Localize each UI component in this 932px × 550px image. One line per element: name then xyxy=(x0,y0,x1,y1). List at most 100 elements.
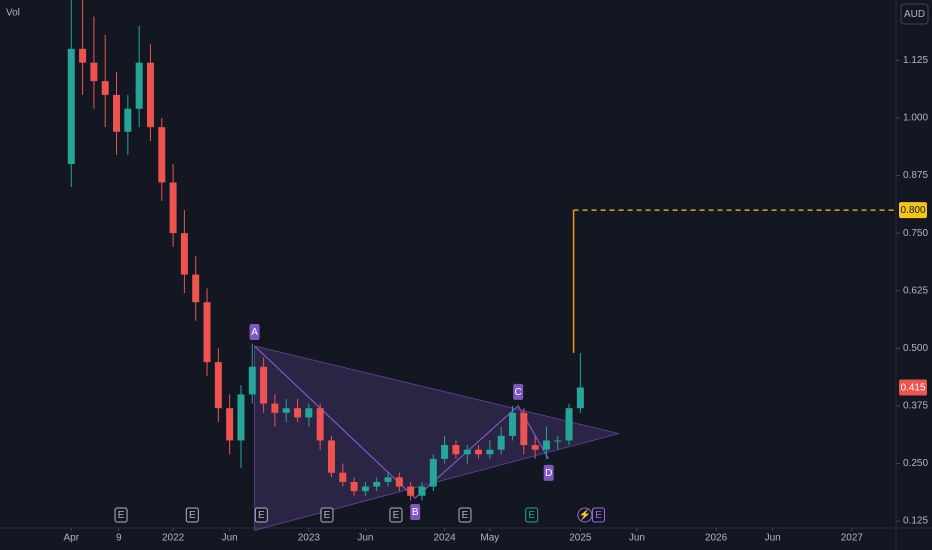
y-tick-label: 0.625 xyxy=(903,285,928,296)
x-tick-label: 9 xyxy=(116,533,122,544)
target-price-label: 0.800 xyxy=(900,205,925,216)
event-icon xyxy=(320,507,334,523)
pattern-point-badge xyxy=(513,383,524,400)
x-tick-label: Jun xyxy=(629,533,645,544)
candle-body xyxy=(508,412,516,436)
candle-body xyxy=(520,412,528,446)
candle-body xyxy=(101,81,109,95)
x-tick-label: 2025 xyxy=(569,533,592,544)
candle-body xyxy=(531,445,539,450)
candle-body xyxy=(418,486,426,496)
candle-body xyxy=(79,48,87,63)
currency-label[interactable]: AUD xyxy=(904,9,925,20)
candle-body xyxy=(67,48,75,165)
pattern-point-label: B xyxy=(412,507,419,518)
event-label[interactable]: E xyxy=(118,510,125,521)
candle-body xyxy=(554,440,562,442)
candle-body xyxy=(339,472,347,482)
y-tick-label: 1.000 xyxy=(903,113,928,124)
y-tick-label: 0.375 xyxy=(903,401,928,412)
event-label[interactable]: E xyxy=(393,510,400,521)
event-icon xyxy=(591,507,605,523)
candle-body xyxy=(294,408,302,418)
candle-body xyxy=(305,408,313,418)
candle-body xyxy=(316,408,324,441)
candle-body xyxy=(226,408,234,441)
x-tick-label: 2026 xyxy=(705,533,728,544)
candle-body xyxy=(113,94,121,132)
candle-body xyxy=(452,445,460,455)
event-icon xyxy=(254,507,268,523)
event-label[interactable]: E xyxy=(324,510,331,521)
x-tick-label: 2024 xyxy=(433,533,456,544)
event-label[interactable]: E xyxy=(528,510,535,521)
x-tick-label: 2027 xyxy=(841,533,864,544)
x-tick-label: Jun xyxy=(222,533,238,544)
candle-body xyxy=(497,435,505,450)
candle-body xyxy=(441,445,449,459)
currency-box[interactable] xyxy=(900,3,929,25)
y-tick-label: 0.125 xyxy=(903,516,928,527)
candle-body xyxy=(124,108,132,132)
x-tick-label: 2022 xyxy=(162,533,185,544)
target-price-badge xyxy=(899,202,927,219)
candle-body xyxy=(486,449,494,455)
y-tick-label: 1.125 xyxy=(903,55,928,66)
x-tick-label: Jun xyxy=(357,533,373,544)
last-price-label: 0.415 xyxy=(900,383,925,394)
pattern-point-badge xyxy=(543,464,554,481)
candle-body xyxy=(361,486,369,492)
candle-body xyxy=(407,486,415,496)
candle-body xyxy=(384,477,392,482)
x-tick-label: Apr xyxy=(63,533,79,544)
x-tick-label: May xyxy=(480,533,499,544)
candle-body xyxy=(214,362,222,409)
pattern-point-label: A xyxy=(251,327,258,338)
candle-body xyxy=(237,394,245,441)
y-tick-label: 0.875 xyxy=(903,170,928,181)
pattern-point-label: D xyxy=(545,468,552,479)
candle-body xyxy=(565,408,573,441)
candle-body xyxy=(192,274,200,303)
event-icon xyxy=(525,507,539,523)
last-price-badge xyxy=(899,379,927,396)
candle-body xyxy=(576,387,584,409)
y-tick-label: 0.750 xyxy=(903,228,928,239)
pattern-point-badge xyxy=(249,324,260,341)
event-label[interactable]: E xyxy=(595,510,602,521)
candle-body xyxy=(542,440,550,450)
event-icon xyxy=(389,507,403,523)
event-icon xyxy=(577,507,593,523)
candle-body xyxy=(327,440,335,473)
event-label[interactable]: E xyxy=(258,510,265,521)
event-icon xyxy=(185,507,199,523)
candle-body xyxy=(146,62,154,128)
pattern-point-badge xyxy=(410,504,421,521)
candle-body xyxy=(180,233,188,275)
candle-body xyxy=(282,408,290,413)
x-tick-label: 2023 xyxy=(298,533,321,544)
event-label[interactable]: E xyxy=(189,510,196,521)
candle-body xyxy=(271,403,279,413)
candle-body xyxy=(169,182,177,234)
event-label[interactable]: E xyxy=(462,510,469,521)
event-icon xyxy=(114,507,128,523)
candle-body xyxy=(350,481,358,492)
candle-body xyxy=(475,449,483,455)
candle-body xyxy=(203,302,211,363)
candle-body xyxy=(248,366,256,395)
x-tick-label: Jun xyxy=(765,533,781,544)
candle-body xyxy=(373,481,381,487)
event-label[interactable]: ⚡ xyxy=(579,508,591,521)
y-tick-label: 0.250 xyxy=(903,458,928,469)
pattern-point-label: C xyxy=(515,387,522,398)
y-tick-label: 0.500 xyxy=(903,343,928,354)
candle-body xyxy=(90,62,98,82)
volume-label: Vol xyxy=(6,8,20,19)
candle-body xyxy=(135,62,143,109)
candle-body xyxy=(429,458,437,487)
candle-body xyxy=(158,127,166,183)
candle-body xyxy=(463,449,471,455)
